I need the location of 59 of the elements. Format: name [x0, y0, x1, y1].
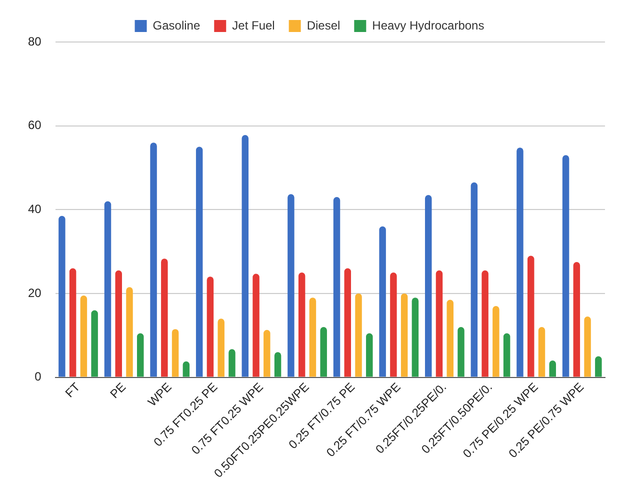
bar	[424, 194, 432, 377]
bar	[172, 329, 179, 377]
bar	[137, 333, 144, 377]
bar	[182, 361, 190, 377]
bar	[58, 216, 66, 377]
bar	[412, 298, 419, 377]
bar	[595, 356, 602, 377]
bar	[309, 298, 316, 377]
bar	[549, 360, 556, 377]
bar	[492, 306, 500, 377]
bar	[436, 270, 443, 377]
bar	[366, 333, 373, 377]
bar	[379, 226, 386, 377]
bar	[446, 300, 454, 377]
x-tick-label: PE	[107, 380, 129, 402]
bar	[458, 326, 464, 377]
bar	[538, 326, 546, 377]
bar	[242, 135, 249, 377]
bar	[126, 287, 133, 377]
bar	[206, 276, 214, 377]
legend-label: Jet Fuel	[232, 18, 275, 32]
bar	[91, 310, 98, 377]
bar	[527, 256, 534, 377]
bar	[562, 155, 570, 377]
bar	[252, 274, 260, 377]
bar	[196, 146, 203, 377]
bar	[584, 316, 591, 377]
bar	[320, 326, 327, 377]
bar	[503, 333, 510, 377]
legend-label: Gasoline	[152, 18, 200, 32]
bar	[161, 258, 168, 377]
bar	[115, 270, 122, 377]
bar	[218, 318, 224, 377]
bar	[150, 142, 157, 377]
bar	[344, 268, 352, 377]
x-tick-label: FT	[62, 379, 84, 400]
bar	[390, 272, 397, 377]
bar	[104, 201, 112, 377]
y-tick-label: 0	[34, 370, 42, 384]
bar	[288, 194, 294, 377]
bar	[470, 182, 478, 377]
y-tick-label: 40	[28, 202, 42, 216]
bar	[516, 148, 524, 377]
legend-label: Heavy Hydrocarbons	[372, 18, 484, 32]
bar	[228, 349, 236, 377]
bar	[264, 330, 270, 377]
bar	[333, 197, 340, 377]
y-tick-label: 20	[28, 286, 42, 300]
bar	[355, 293, 362, 377]
bar	[482, 270, 488, 377]
bar	[80, 296, 88, 377]
bar	[274, 352, 282, 377]
bar	[69, 268, 76, 377]
y-tick-label: 80	[28, 34, 42, 48]
bar	[400, 293, 408, 377]
bar	[298, 272, 306, 377]
y-tick-label: 60	[28, 118, 42, 132]
legend-label: Diesel	[306, 18, 340, 32]
bar	[573, 262, 580, 377]
